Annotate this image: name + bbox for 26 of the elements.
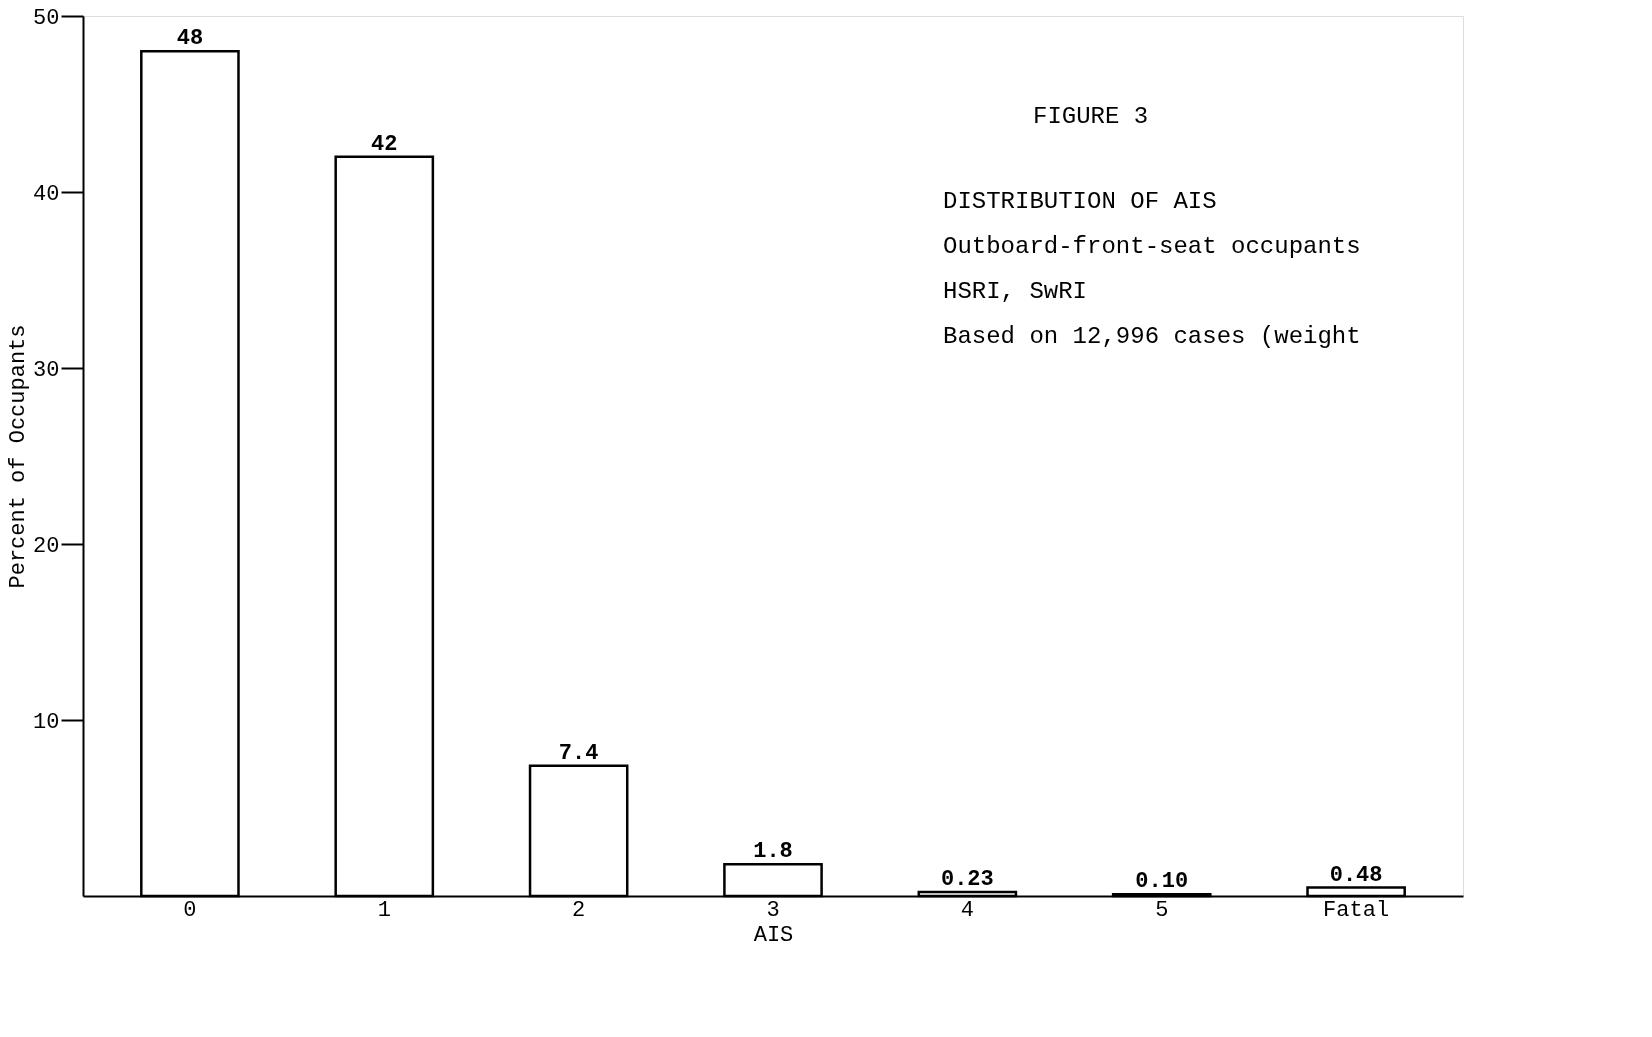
x-tick-label: 1 (377, 897, 391, 923)
annotation: Based on 12,996 cases (weight (943, 323, 1361, 350)
y-tick-label: 50 (33, 5, 60, 31)
x-tick-label: Fatal (1323, 897, 1390, 923)
x-tick-label: 4 (960, 897, 974, 923)
y-axis-title: Percent of Occupants (6, 324, 32, 589)
text: FIGURE 3 (1033, 103, 1149, 130)
y-tick-label: 30 (33, 357, 60, 383)
y-tick-label: 10 (33, 709, 60, 735)
x-tick-label: 0 (183, 897, 197, 923)
data-label: 48 (176, 26, 204, 52)
x-tick-label: 2 (572, 897, 586, 923)
x-tick-label: 3 (766, 897, 780, 923)
text: DISTRIBUTION OF AIS (943, 188, 1217, 215)
data-label: 7.4 (558, 740, 599, 766)
y-tick-label: 40 (33, 181, 60, 207)
data-label: 42 (371, 131, 398, 157)
data-label: 1.8 (753, 839, 793, 865)
annotation: Outboard-front-seat occupants (943, 233, 1361, 260)
y-tick-label: 20 (33, 533, 60, 559)
x-axis-title: AIS (753, 922, 794, 948)
data-label: 0.48 (1329, 862, 1383, 888)
data-label: 0.10 (1135, 869, 1189, 895)
annotation: HSRI, SwRI (943, 278, 1088, 305)
x-tick-label: 5 (1155, 897, 1169, 923)
data-label: 0.23 (940, 866, 994, 892)
